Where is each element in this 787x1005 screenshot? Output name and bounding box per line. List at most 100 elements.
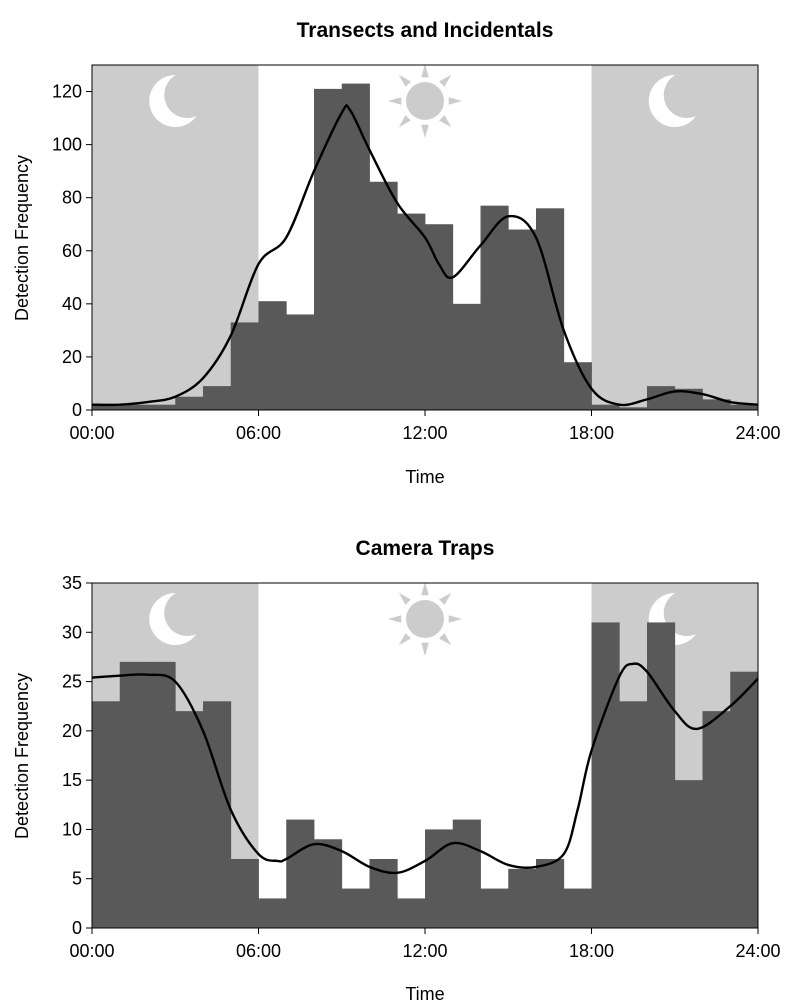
bar xyxy=(286,819,315,928)
x-tick-label: 00:00 xyxy=(69,423,114,443)
bar xyxy=(730,404,759,410)
bar xyxy=(536,859,565,928)
bar xyxy=(563,888,592,928)
sun-icon xyxy=(388,64,462,138)
x-tick-label: 12:00 xyxy=(402,423,447,443)
y-axis-label: Detection Frequency xyxy=(12,155,32,321)
plot-area xyxy=(91,582,759,929)
sun-ray xyxy=(398,115,411,128)
y-tick-label: 80 xyxy=(62,188,82,208)
y-tick-label: 100 xyxy=(52,135,82,155)
sun-ray xyxy=(439,115,452,128)
bar xyxy=(341,888,370,928)
bar xyxy=(175,396,204,410)
x-tick-label: 18:00 xyxy=(569,941,614,961)
density-curve xyxy=(91,104,759,407)
bar xyxy=(203,701,232,928)
sun-ray xyxy=(448,615,462,623)
y-tick-label: 15 xyxy=(62,770,82,790)
bar xyxy=(508,868,537,928)
bar xyxy=(314,839,343,928)
moon-shadow xyxy=(164,590,211,636)
bar xyxy=(147,661,176,928)
moon-shadow xyxy=(663,72,710,118)
bar xyxy=(425,224,454,410)
moon-icon xyxy=(149,72,211,127)
bar xyxy=(286,314,315,410)
bar xyxy=(730,671,759,928)
bar xyxy=(619,701,648,928)
bar xyxy=(591,622,620,928)
bar xyxy=(119,661,148,928)
y-tick-label: 10 xyxy=(62,819,82,839)
bar xyxy=(536,208,565,410)
y-tick-label: 0 xyxy=(72,400,82,420)
sun-ray xyxy=(398,633,411,646)
sun-ray xyxy=(388,97,402,105)
bar xyxy=(369,181,398,410)
y-tick-label: 20 xyxy=(62,721,82,741)
x-tick-label: 24:00 xyxy=(735,423,780,443)
x-tick-label: 06:00 xyxy=(236,423,281,443)
y-tick-label: 60 xyxy=(62,241,82,261)
sun-disc xyxy=(406,600,444,638)
x-axis-label: Time xyxy=(405,467,444,487)
sun-ray xyxy=(398,592,411,605)
y-tick-label: 25 xyxy=(62,672,82,692)
bar xyxy=(119,404,148,410)
y-tick-label: 0 xyxy=(72,918,82,938)
x-tick-label: 06:00 xyxy=(236,941,281,961)
bar xyxy=(480,888,509,928)
bar xyxy=(147,404,176,410)
moon-icon xyxy=(149,590,211,645)
sun-ray xyxy=(421,124,429,138)
x-tick-label: 24:00 xyxy=(735,941,780,961)
y-tick-label: 20 xyxy=(62,347,82,367)
bar xyxy=(508,229,537,410)
chart-title: Camera Traps xyxy=(356,537,495,560)
bar xyxy=(397,898,426,928)
bar xyxy=(203,386,232,410)
sun-ray xyxy=(421,64,429,78)
sun-ray xyxy=(398,74,411,87)
sun-ray xyxy=(421,582,429,596)
bar xyxy=(452,303,481,410)
y-tick-label: 30 xyxy=(62,622,82,642)
sun-disc xyxy=(406,82,444,120)
bar xyxy=(92,404,121,410)
moon-icon xyxy=(648,72,710,127)
moon-shadow xyxy=(164,72,211,118)
y-tick-label: 120 xyxy=(52,82,82,102)
sun-icon xyxy=(388,582,462,656)
chart-panel-camera-traps: Camera Traps Time Detection Frequency 00… xyxy=(12,537,781,1004)
bar xyxy=(230,322,259,410)
bar xyxy=(619,407,648,410)
bar xyxy=(480,205,509,410)
sun-ray xyxy=(439,74,452,87)
bar xyxy=(591,404,620,410)
plot-area xyxy=(91,64,759,411)
sun-ray xyxy=(388,615,402,623)
sun-ray xyxy=(421,642,429,656)
bar xyxy=(452,819,481,928)
y-tick-label: 40 xyxy=(62,294,82,314)
x-tick-label: 18:00 xyxy=(569,423,614,443)
bar xyxy=(563,362,592,410)
chart-title: Transects and Incidentals xyxy=(297,19,554,42)
bar xyxy=(397,213,426,410)
bar xyxy=(341,83,370,411)
x-tick-label: 12:00 xyxy=(402,941,447,961)
x-tick-label: 00:00 xyxy=(69,941,114,961)
bar xyxy=(92,701,121,928)
density-curve xyxy=(91,662,759,875)
bar xyxy=(314,88,343,410)
chart-panel-transects: Transects and Incidentals Time Detection… xyxy=(12,19,781,487)
sun-ray xyxy=(439,633,452,646)
bar xyxy=(702,711,731,928)
x-axis-label: Time xyxy=(405,984,444,1004)
bar xyxy=(674,780,703,928)
moon-shadow xyxy=(663,590,710,636)
bar xyxy=(702,399,731,410)
bar xyxy=(258,898,287,928)
